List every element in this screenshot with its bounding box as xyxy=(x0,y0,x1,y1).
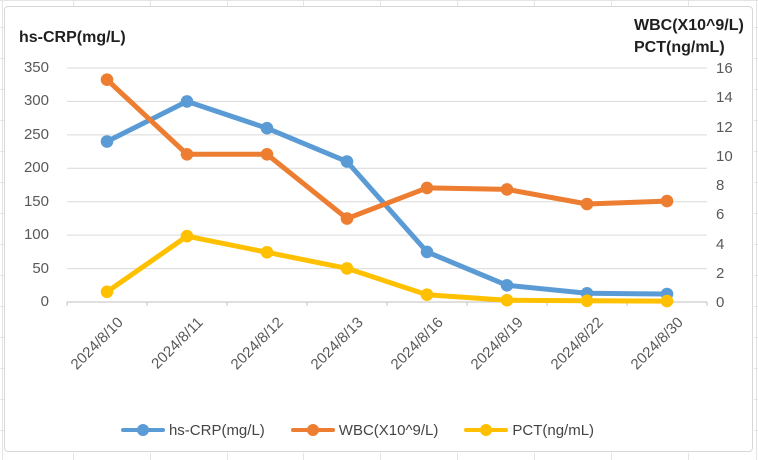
worksheet-gridline xyxy=(611,0,612,6)
worksheet-gridline xyxy=(227,453,228,460)
data-point xyxy=(420,181,434,195)
data-point xyxy=(340,262,354,275)
data-point xyxy=(340,212,354,225)
legend-label: PCT(ng/mL) xyxy=(512,421,595,439)
worksheet-gridline xyxy=(457,0,458,6)
right-axis-tick-label: 8 xyxy=(716,177,725,194)
worksheet-gridline xyxy=(380,0,381,6)
legend-item-1: WBC(X10^9/L) xyxy=(290,421,439,439)
legend-marker-icon xyxy=(120,424,165,437)
worksheet-gridline xyxy=(688,453,689,460)
data-point xyxy=(180,229,194,243)
legend: hs-CRP(mg/L) WBC(X10^9/L) PCT(ng/mL) xyxy=(0,415,732,445)
worksheet-gridline xyxy=(73,453,74,460)
worksheet-gridline xyxy=(611,453,612,460)
data-point xyxy=(500,183,514,196)
legend-marker-icon xyxy=(464,424,509,437)
data-point xyxy=(180,148,194,161)
legend-label: hs-CRP(mg/L) xyxy=(168,421,265,439)
left-axis-tick-label: 50 xyxy=(32,259,49,277)
worksheet-gridline xyxy=(0,0,758,1)
right-axis-tick-label: 2 xyxy=(716,264,725,282)
left-axis-tick-label: 350 xyxy=(23,59,49,76)
worksheet-gridline xyxy=(688,0,689,6)
worksheet-gridline xyxy=(150,0,151,6)
left-axis-title: hs-CRP(mg/L) xyxy=(19,29,126,46)
data-point xyxy=(100,73,114,86)
legend-item-0: hs-CRP(mg/L) xyxy=(120,421,265,439)
series-line-2 xyxy=(104,233,670,304)
data-point xyxy=(260,148,274,161)
left-axis-tick-label: 150 xyxy=(23,192,49,210)
data-point xyxy=(420,288,434,302)
legend-item-2: PCT(ng/mL) xyxy=(464,422,594,439)
data-point xyxy=(260,121,274,135)
right-axis-tick-label: 6 xyxy=(716,206,725,224)
left-axis-tick-label: 300 xyxy=(23,92,49,110)
data-point xyxy=(100,285,114,299)
worksheet-gridline xyxy=(73,0,74,6)
left-axis-tick-label: 200 xyxy=(23,159,49,177)
worksheet-gridline xyxy=(227,0,228,6)
right-axis-tick-label: 14 xyxy=(716,89,733,107)
left-axis-tick-label: 0 xyxy=(40,293,49,310)
chart-area[interactable]: hs-CRP(mg/L) WBC(X10^9/L) PCT(ng/mL) 350… xyxy=(4,6,753,452)
right-axis-tick-label: 10 xyxy=(716,147,733,165)
data-point xyxy=(580,294,594,308)
worksheet-gridline xyxy=(534,453,535,460)
right-axis-tick-label: 4 xyxy=(716,235,725,253)
data-point xyxy=(660,294,674,308)
worksheet-gridline xyxy=(534,0,535,6)
data-point xyxy=(100,135,114,148)
right-axis-title-pct: PCT(ng/mL) xyxy=(634,39,725,56)
right-axis-title-wbc: WBC(X10^9/L) xyxy=(634,17,744,34)
worksheet-gridline xyxy=(457,453,458,460)
worksheet-gridline xyxy=(380,453,381,460)
worksheet-gridline xyxy=(303,0,304,6)
legend-label: WBC(X10^9/L) xyxy=(338,421,439,439)
legend-marker-icon xyxy=(290,424,335,437)
right-axis-tick-label: 16 xyxy=(716,60,733,77)
data-point xyxy=(180,95,194,108)
data-point xyxy=(660,194,674,208)
data-point xyxy=(260,246,274,259)
series-line-1 xyxy=(104,77,670,222)
data-point xyxy=(340,155,354,168)
right-axis-tick-label: 12 xyxy=(716,118,733,136)
left-axis-tick-label: 250 xyxy=(23,125,49,143)
series-line-0 xyxy=(104,98,670,297)
right-axis-tick-label: 0 xyxy=(716,294,725,311)
data-point xyxy=(500,293,514,307)
worksheet-gridline xyxy=(303,453,304,460)
data-point xyxy=(500,279,514,292)
right-axis-title: WBC(X10^9/L) PCT(ng/mL) xyxy=(634,15,744,59)
plot-area xyxy=(66,67,708,308)
worksheet-gridline xyxy=(756,0,757,460)
left-axis-tick-label: 100 xyxy=(23,226,49,244)
worksheet-gridline xyxy=(2,0,3,460)
worksheet-gridline xyxy=(150,453,151,460)
data-point xyxy=(580,197,594,211)
data-point xyxy=(420,245,434,259)
